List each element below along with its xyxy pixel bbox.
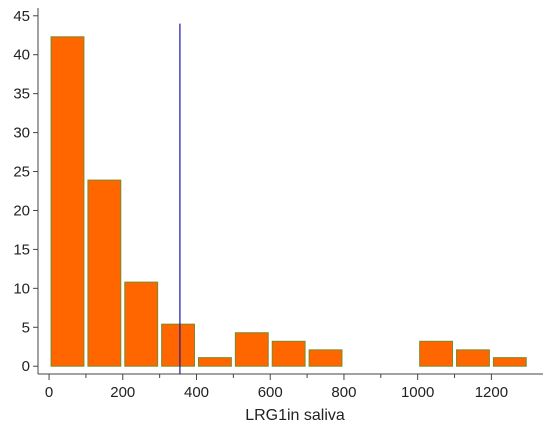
x-tick-label: 200	[110, 384, 135, 401]
y-tick-label: 45	[13, 8, 30, 25]
y-tick-label: 20	[13, 202, 30, 219]
histogram-bar	[87, 179, 122, 367]
x-tick-label: 0	[45, 384, 53, 401]
histogram-bar	[234, 332, 269, 367]
y-tick-label: 5	[22, 319, 30, 336]
histogram-bar	[492, 357, 527, 367]
y-tick-label: 25	[13, 164, 30, 181]
y-tick-label: 30	[13, 125, 30, 142]
histogram-bar	[308, 349, 343, 367]
histogram-bar	[50, 36, 85, 367]
x-tick-label: 600	[258, 384, 283, 401]
histogram-bar	[161, 323, 196, 367]
bars	[50, 36, 527, 367]
x-axis: 0 200 400 600 800 1000 1200	[38, 373, 543, 401]
y-tick-label: 15	[13, 241, 30, 258]
histogram-bar	[456, 349, 490, 367]
histogram-bar	[198, 357, 232, 367]
y-axis: 0 5 10 15 20 25 30 35 40 45	[13, 8, 39, 375]
x-tick-label: 800	[331, 384, 356, 401]
y-tick-label: 35	[13, 86, 30, 103]
histogram-bar	[124, 281, 159, 367]
x-axis-title: LRG1in saliva	[245, 407, 345, 424]
y-tick-label: 0	[22, 358, 30, 375]
y-tick-label: 10	[13, 280, 30, 297]
x-tick-label: 1000	[401, 384, 434, 401]
histogram-bar	[419, 340, 454, 367]
x-tick-label: 400	[184, 384, 209, 401]
y-tick-label: 40	[13, 47, 30, 64]
histogram-bar	[271, 340, 306, 367]
x-tick-label: 1200	[475, 384, 508, 401]
